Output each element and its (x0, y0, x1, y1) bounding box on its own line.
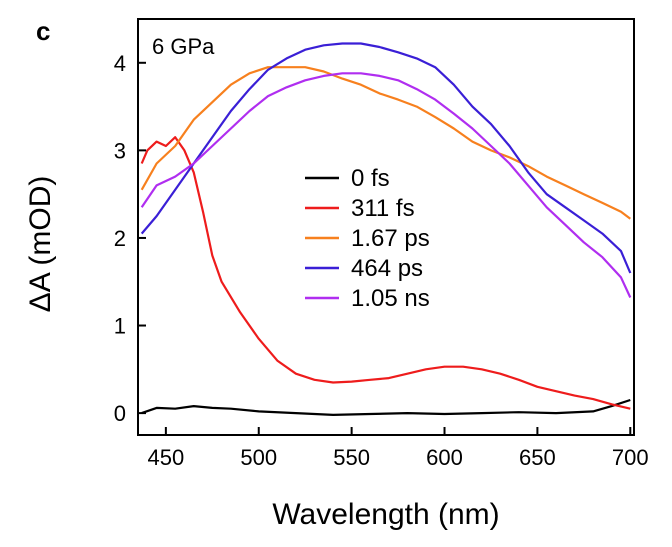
y-tick-label: 4 (114, 51, 126, 76)
series-layer (140, 42, 632, 416)
legend-label-311-fs: 311 fs (351, 195, 415, 222)
x-tick-label: 650 (519, 445, 556, 470)
plot-area (137, 18, 635, 436)
x-axis: 450 500 550 600 650 700 (148, 427, 649, 470)
y-axis: 0 1 2 3 4 (114, 51, 146, 426)
legend-label-0-fs: 0 fs (351, 165, 390, 192)
x-tick-label: 700 (612, 445, 649, 470)
series-line-1-05-ns (140, 72, 632, 298)
y-axis-title: ΔA (mOD) (24, 176, 57, 313)
y-tick-label: 2 (114, 226, 126, 251)
plot-frame (137, 18, 635, 436)
series-line-464-ps (140, 42, 632, 274)
legend-label-464-ps: 464 ps (351, 255, 423, 282)
y-tick-label: 1 (114, 314, 126, 339)
pressure-annotation: 6 GPa (152, 34, 215, 59)
x-tick-label: 600 (426, 445, 463, 470)
x-tick-label: 550 (333, 445, 370, 470)
series-line-0-fs (141, 398, 631, 416)
legend-label-1-05-ns: 1.05 ns (351, 285, 430, 312)
panel-label: c (36, 16, 50, 46)
series-line-1-67-ps (140, 66, 631, 220)
y-tick-label: 0 (114, 401, 126, 426)
x-axis-title: Wavelength (nm) (272, 498, 499, 531)
x-tick-label: 450 (148, 445, 185, 470)
legend: 0 fs 311 fs 1.67 ps 464 ps 1.05 ns (305, 165, 430, 312)
legend-label-1-67-ps: 1.67 ps (351, 225, 430, 252)
x-tick-label: 500 (240, 445, 277, 470)
series-line-311-fs (140, 136, 631, 410)
y-tick-label: 3 (114, 138, 126, 163)
